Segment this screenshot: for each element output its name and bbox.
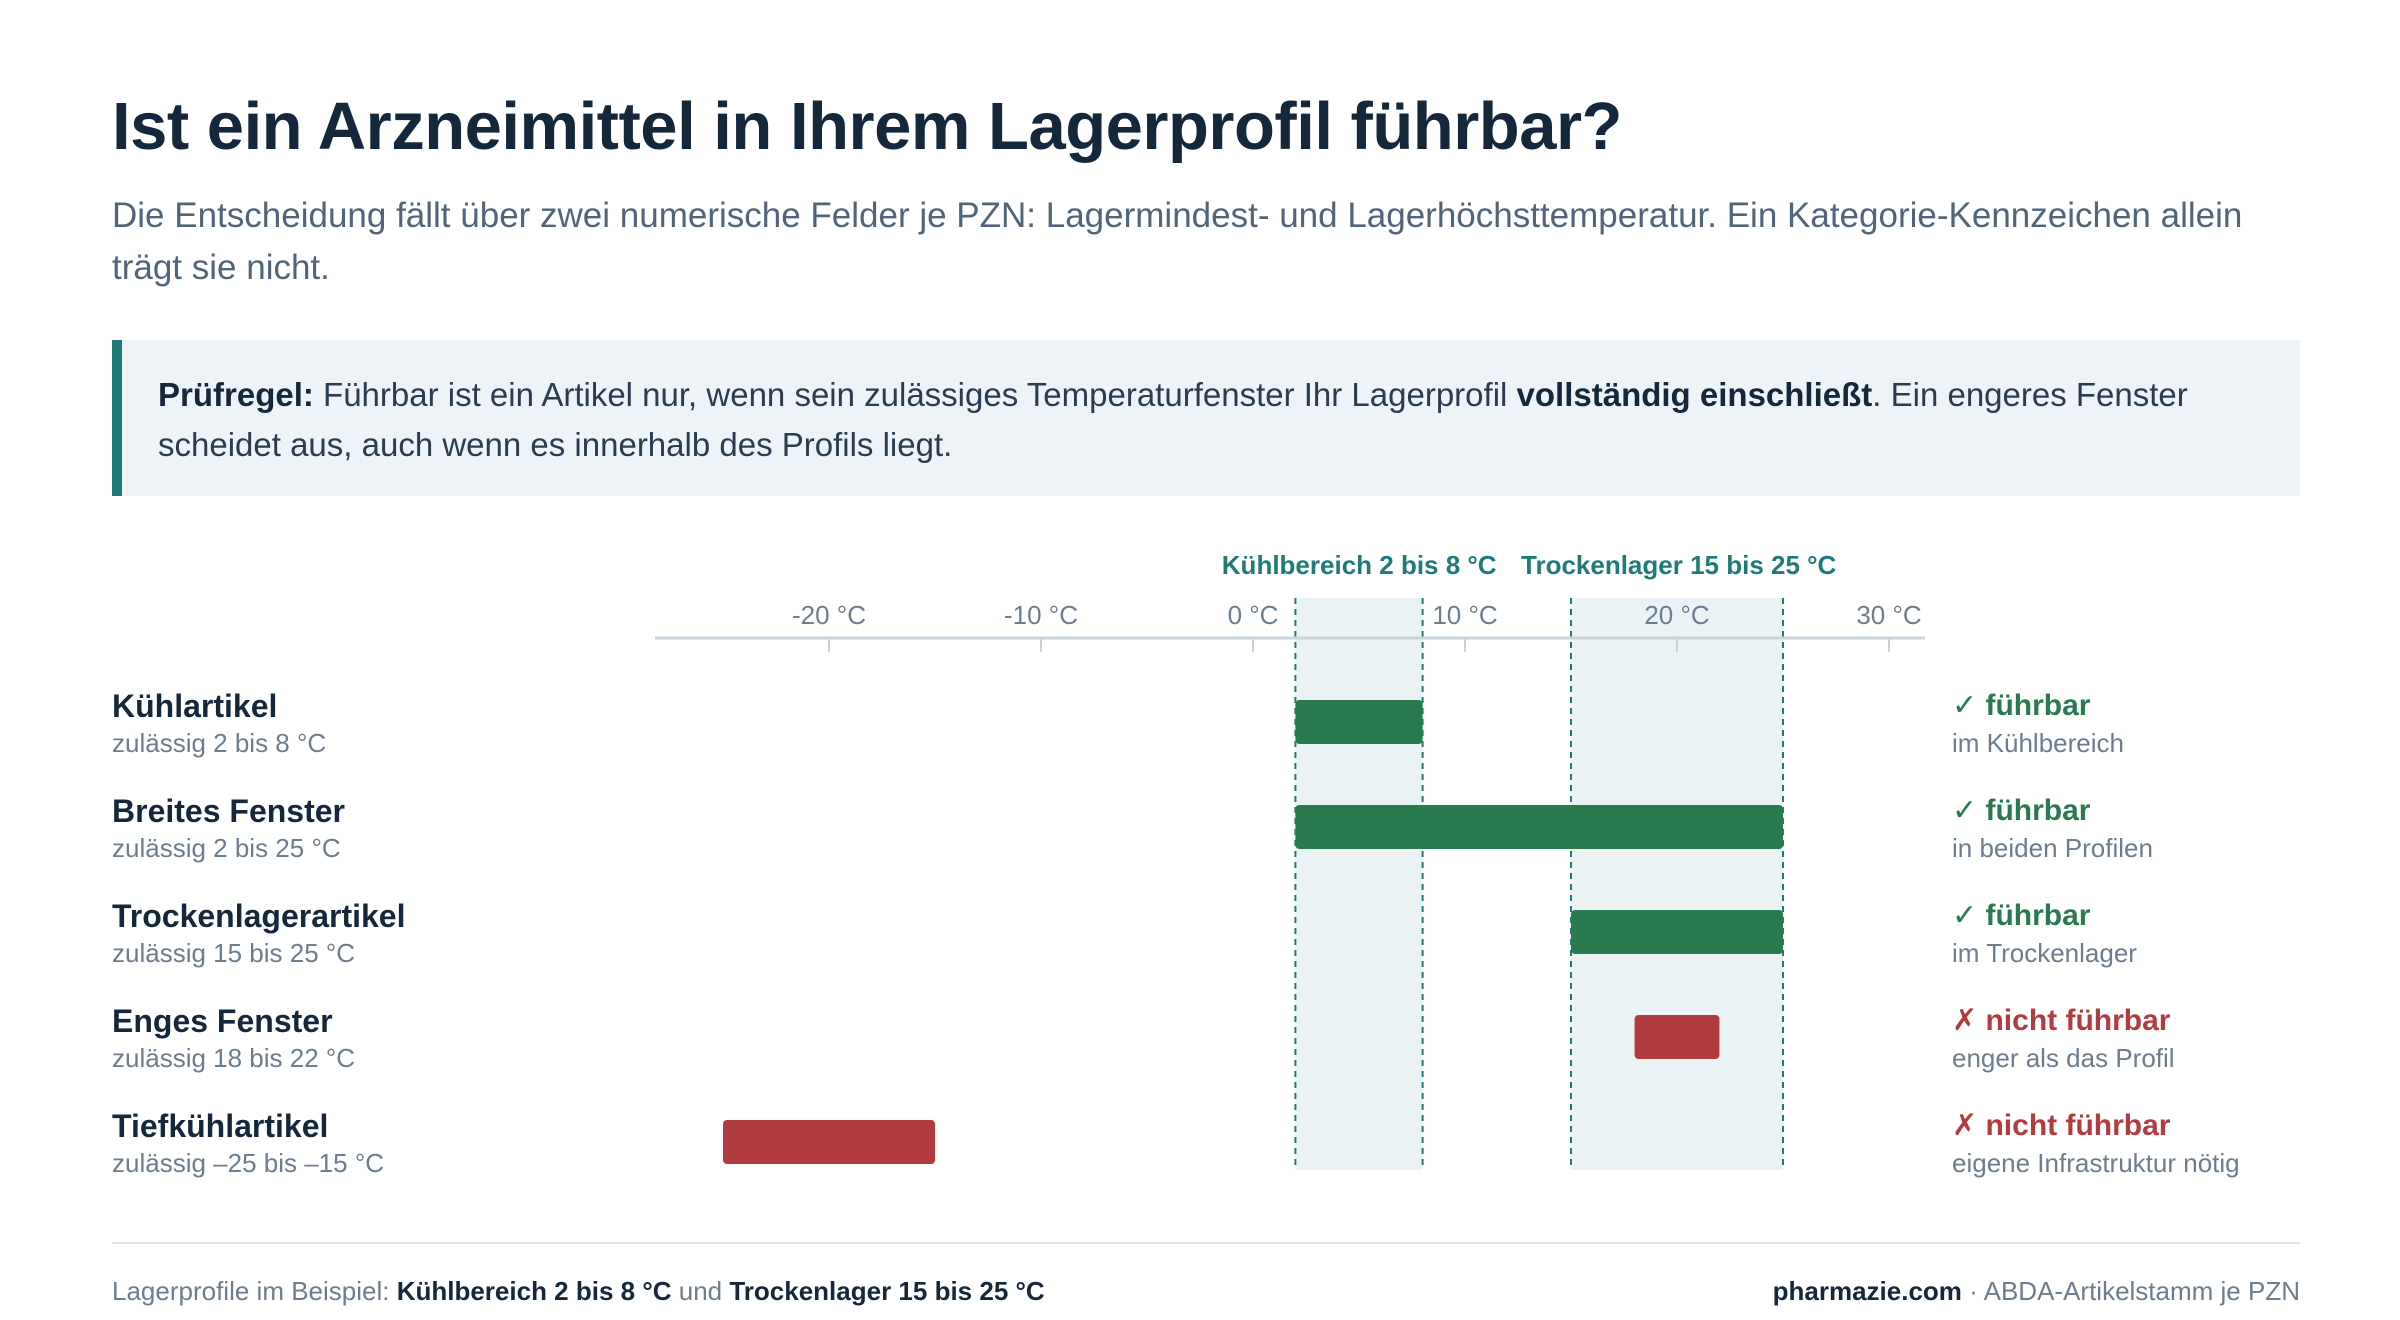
rule-emphasis: vollständig einschließt — [1516, 376, 1873, 413]
row-name: Breites Fenster — [112, 793, 345, 829]
row-verdict: ✓ führbar in beiden Profilen — [1952, 791, 2153, 865]
status-ok: ✓ führbar — [1952, 899, 2091, 932]
status-note: in beiden Profilen — [1952, 833, 2153, 863]
status-not-ok: ✗ nicht führbar — [1952, 1109, 2171, 1142]
row-name: Enges Fenster — [112, 1003, 333, 1039]
row-verdict: ✓ führbar im Kühlbereich — [1952, 686, 2124, 760]
footer-brand: pharmazie.com — [1772, 1276, 1962, 1306]
rule-label: Prüfregel: — [158, 376, 314, 413]
status-ok: ✓ führbar — [1952, 794, 2091, 827]
footer-source-text: · ABDA-Artikelstamm je PZN — [1961, 1276, 2300, 1306]
profile-label: Trockenlager 15 bis 25 °C — [1521, 550, 1837, 580]
page-subtitle: Die Entscheidung fällt über zwei numeris… — [112, 196, 2243, 287]
row-label: Enges Fenster zulässig 18 bis 22 °C — [112, 1001, 355, 1075]
footer-source: pharmazie.com · ABDA-Artikelstamm je PZN — [1773, 1276, 2300, 1307]
row-name: Kühlartikel — [112, 688, 278, 724]
x-tick-label: -10 °C — [1004, 600, 1078, 630]
footer-and: und — [671, 1276, 730, 1306]
row-label: Kühlartikel zulässig 2 bis 8 °C — [112, 686, 326, 760]
x-tick-label: -20 °C — [792, 600, 866, 630]
footer-divider — [112, 1242, 2300, 1244]
profile-band — [1295, 598, 1423, 1170]
footer-profiles: Lagerprofile im Beispiel: Kühlbereich 2 … — [112, 1276, 1045, 1307]
row-label: Breites Fenster zulässig 2 bis 25 °C — [112, 791, 345, 865]
range-bar — [1295, 805, 1783, 849]
row-range-label: zulässig 2 bis 8 °C — [112, 728, 327, 758]
status-not-ok: ✗ nicht führbar — [1952, 1004, 2171, 1037]
row-range-label: zulässig 18 bis 22 °C — [112, 1043, 356, 1073]
row-verdict: ✗ nicht führbar eigene Infrastruktur nöti… — [1952, 1106, 2240, 1180]
rule-text-before: Führbar ist ein Artikel nur, wenn sein z… — [313, 376, 1517, 413]
row-name: Tiefkühlartikel — [112, 1108, 329, 1144]
row-name: Trockenlagerartikel — [112, 898, 406, 934]
footer-profile-1: Kühlbereich 2 bis 8 °C — [396, 1276, 672, 1306]
rule-text-after: . Ein engeres Fenster scheidet aus, auch… — [158, 376, 2188, 463]
row-range-label: zulässig 15 bis 25 °C — [112, 938, 356, 968]
range-bar — [1571, 910, 1783, 954]
row-label: Trockenlagerartikel zulässig 15 bis 25 °C — [112, 896, 405, 970]
status-note: im Kühlbereich — [1952, 728, 2124, 758]
row-range-label: zulässig –25 bis –15 °C — [112, 1148, 384, 1178]
status-note: enger als das Profil — [1952, 1043, 2175, 1073]
x-tick-label: 10 °C — [1432, 600, 1497, 630]
range-bar — [723, 1120, 935, 1164]
footer-profile-2: Trockenlager 15 bis 25 °C — [729, 1276, 1045, 1306]
rule-callout: Prüfregel: Führbar ist ein Artikel nur, … — [112, 340, 2300, 496]
row-verdict: ✓ führbar im Trockenlager — [1952, 896, 2137, 970]
profile-label: Kühlbereich 2 bis 8 °C — [1222, 550, 1497, 580]
x-tick-label: 0 °C — [1228, 600, 1279, 630]
row-verdict: ✗ nicht führbar enger als das Profil — [1952, 1001, 2175, 1075]
status-ok: ✓ führbar — [1952, 689, 2091, 722]
x-tick-label: 20 °C — [1644, 600, 1709, 630]
footer-prefix: Lagerprofile im Beispiel: — [112, 1276, 397, 1306]
status-note: eigene Infrastruktur nötig — [1952, 1148, 2240, 1178]
page-title: Ist ein Arzneimittel in Ihrem Lagerprofi… — [112, 89, 1622, 164]
row-label: Tiefkühlartikel zulässig –25 bis –15 °C — [112, 1106, 384, 1180]
range-bar — [1634, 1015, 1720, 1059]
status-note: im Trockenlager — [1952, 938, 2137, 968]
range-bar — [1295, 700, 1423, 744]
row-range-label: zulässig 2 bis 25 °C — [112, 833, 341, 863]
x-tick-label: 30 °C — [1856, 600, 1921, 630]
profile-band — [1571, 598, 1783, 1170]
